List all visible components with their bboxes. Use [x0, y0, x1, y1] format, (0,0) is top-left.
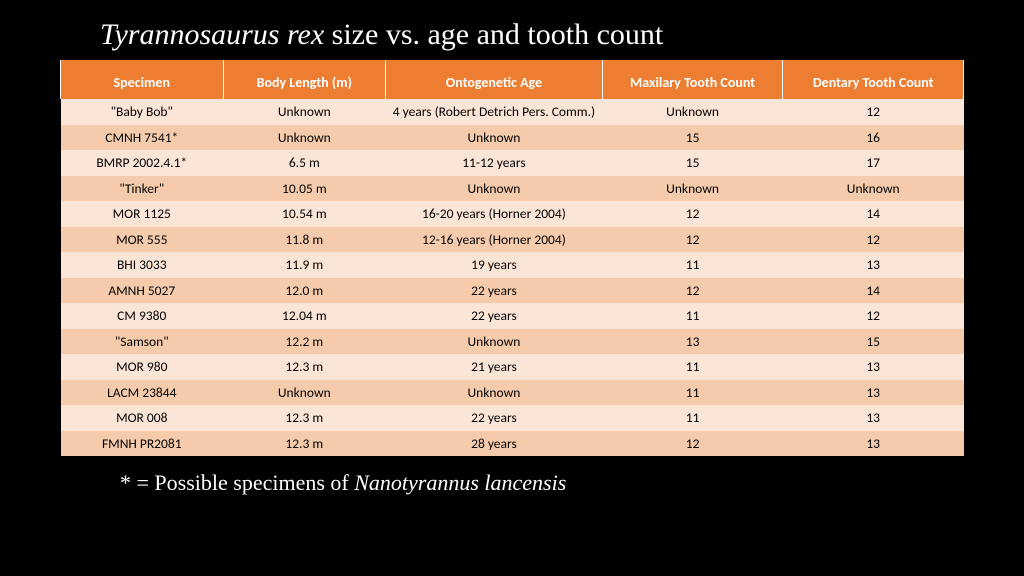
table-cell: 12-16 years (Horner 2004) [386, 227, 603, 253]
table-cell: 10.05 m [223, 176, 386, 202]
table-cell: Unknown [602, 99, 783, 125]
footnote: * = Possible specimens of Nanotyrannus l… [120, 470, 964, 496]
table-cell: 12 [602, 227, 783, 253]
table-cell: Unknown [386, 329, 603, 355]
table-cell: 11 [602, 380, 783, 406]
table-cell: 10.54 m [223, 201, 386, 227]
table-cell: 15 [602, 150, 783, 176]
table-cell: Unknown [223, 380, 386, 406]
table-body: "Baby Bob"Unknown4 years (Robert Detrich… [61, 99, 964, 456]
table-row: MOR 55511.8 m12-16 years (Horner 2004)12… [61, 227, 964, 253]
table-header-row: SpecimenBody Length (m)Ontogenetic AgeMa… [61, 60, 964, 99]
table-cell: 11.9 m [223, 252, 386, 278]
table-cell: 13 [602, 329, 783, 355]
table-cell: 13 [783, 380, 964, 406]
table-cell: 17 [783, 150, 964, 176]
table-cell: 15 [602, 125, 783, 151]
table-cell: 19 years [386, 252, 603, 278]
table-cell: 16 [783, 125, 964, 151]
table-cell: 14 [783, 201, 964, 227]
footnote-prefix: * = Possible specimens of [120, 470, 354, 495]
table-row: CM 938012.04 m22 years1112 [61, 303, 964, 329]
table-row: BMRP 2002.4.1*6.5 m11-12 years1517 [61, 150, 964, 176]
table-cell: "Baby Bob" [61, 99, 224, 125]
table-cell: 12 [783, 303, 964, 329]
table-cell: 6.5 m [223, 150, 386, 176]
table-cell: 13 [783, 431, 964, 457]
table-row: MOR 112510.54 m16-20 years (Horner 2004)… [61, 201, 964, 227]
table-cell: Unknown [602, 176, 783, 202]
title-italic: Tyrannosaurus rex [100, 18, 324, 51]
table-row: "Samson"12.2 mUnknown1315 [61, 329, 964, 355]
table-cell: 15 [783, 329, 964, 355]
table-cell: 22 years [386, 303, 603, 329]
table-row: AMNH 502712.0 m22 years1214 [61, 278, 964, 304]
table-cell: LACM 23844 [61, 380, 224, 406]
table-row: CMNH 7541*UnknownUnknown1516 [61, 125, 964, 151]
col-header: Dentary Tooth Count [783, 60, 964, 99]
table-cell: Unknown [386, 176, 603, 202]
col-header: Body Length (m) [223, 60, 386, 99]
table-cell: Unknown [783, 176, 964, 202]
table-cell: 11 [602, 252, 783, 278]
table-cell: AMNH 5027 [61, 278, 224, 304]
col-header: Ontogenetic Age [386, 60, 603, 99]
table-cell: 13 [783, 405, 964, 431]
table-cell: CMNH 7541* [61, 125, 224, 151]
table-cell: BMRP 2002.4.1* [61, 150, 224, 176]
table-cell: 12.3 m [223, 431, 386, 457]
table-cell: 11 [602, 405, 783, 431]
col-header: Specimen [61, 60, 224, 99]
table-cell: 12 [602, 431, 783, 457]
table-cell: 11 [602, 303, 783, 329]
table-cell: BHI 3033 [61, 252, 224, 278]
table-cell: 11.8 m [223, 227, 386, 253]
table-cell: 16-20 years (Horner 2004) [386, 201, 603, 227]
col-header: Maxilary Tooth Count [602, 60, 783, 99]
table-cell: 12.2 m [223, 329, 386, 355]
table-cell: CM 9380 [61, 303, 224, 329]
table-cell: 22 years [386, 278, 603, 304]
table-cell: "Samson" [61, 329, 224, 355]
table-cell: 21 years [386, 354, 603, 380]
table-cell: 4 years (Robert Detrich Pers. Comm.) [386, 99, 603, 125]
data-table: SpecimenBody Length (m)Ontogenetic AgeMa… [60, 60, 964, 456]
table-cell: Unknown [386, 125, 603, 151]
table-cell: 11 [602, 354, 783, 380]
table-row: "Baby Bob"Unknown4 years (Robert Detrich… [61, 99, 964, 125]
table-cell: MOR 555 [61, 227, 224, 253]
table-cell: 12 [783, 227, 964, 253]
table-cell: 12.04 m [223, 303, 386, 329]
table-cell: 28 years [386, 431, 603, 457]
table-row: BHI 303311.9 m19 years1113 [61, 252, 964, 278]
table-cell: MOR 1125 [61, 201, 224, 227]
table-cell: 12 [602, 201, 783, 227]
title-rest: size vs. age and tooth count [324, 18, 663, 51]
table-cell: 22 years [386, 405, 603, 431]
table-cell: MOR 008 [61, 405, 224, 431]
table-cell: 13 [783, 252, 964, 278]
table-cell: 12.3 m [223, 405, 386, 431]
table-cell: 12.0 m [223, 278, 386, 304]
table-row: "Tinker"10.05 mUnknownUnknownUnknown [61, 176, 964, 202]
table-cell: FMNH PR2081 [61, 431, 224, 457]
table-cell: 12 [602, 278, 783, 304]
table-cell: Unknown [223, 99, 386, 125]
table-row: MOR 98012.3 m21 years1113 [61, 354, 964, 380]
table-row: FMNH PR208112.3 m28 years1213 [61, 431, 964, 457]
table-cell: 14 [783, 278, 964, 304]
table-cell: MOR 980 [61, 354, 224, 380]
table-cell: Unknown [223, 125, 386, 151]
table-cell: Unknown [386, 380, 603, 406]
table-cell: 12.3 m [223, 354, 386, 380]
slide-title: Tyrannosaurus rex size vs. age and tooth… [100, 18, 964, 52]
footnote-italic: Nanotyrannus lancensis [354, 470, 566, 495]
table-row: LACM 23844UnknownUnknown1113 [61, 380, 964, 406]
table-head: SpecimenBody Length (m)Ontogenetic AgeMa… [61, 60, 964, 99]
table-cell: "Tinker" [61, 176, 224, 202]
table-row: MOR 00812.3 m22 years1113 [61, 405, 964, 431]
table-cell: 12 [783, 99, 964, 125]
table-cell: 11-12 years [386, 150, 603, 176]
table-cell: 13 [783, 354, 964, 380]
